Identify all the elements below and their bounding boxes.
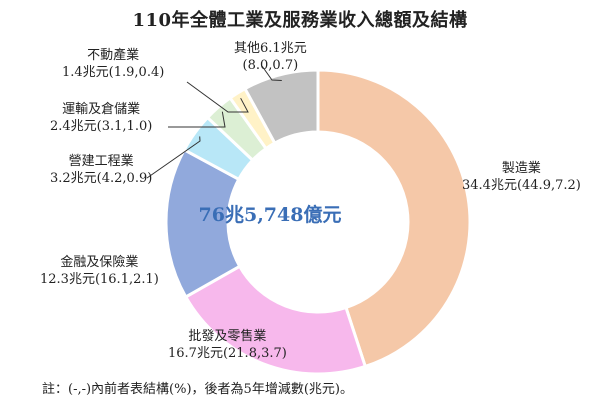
label-finance-value: 12.3兆元(16.1,2.1) (40, 272, 159, 287)
chart-title: 110年全體工業及服務業收入總額及結構 (132, 10, 468, 31)
label-construction-value: 3.2兆元(4.2,0.9) (50, 171, 153, 186)
label-real-estate-value: 1.4兆元(1.9,0.4) (62, 65, 165, 80)
label-wholesale-retail-name: 批發及零售業 (188, 329, 267, 344)
leader-other (261, 65, 282, 82)
label-other-value: 6.1兆元 (260, 41, 307, 56)
label-other: 其他6.1兆元 (8.0,0.7) (234, 40, 307, 74)
center-total: 76兆5,748億元 (198, 204, 342, 226)
label-real-estate: 不動產業 1.4兆元(1.9,0.4) (62, 47, 164, 81)
label-real-estate-name: 不動產業 (87, 48, 140, 63)
label-other-extra: (8.0,0.7) (242, 58, 299, 73)
leader-real-estate (186, 81, 249, 113)
label-wholesale-retail: 批發及零售業 16.7兆元(21.8,3.7) (168, 328, 287, 362)
label-manufacturing-value: 34.4兆元(44.9,7.2) (462, 178, 581, 193)
label-transport-value: 2.4兆元(3.1,1.0) (50, 119, 153, 134)
slice-manufacturing (316, 68, 472, 369)
label-other-category: 其他 (234, 41, 261, 56)
leader-construction (146, 136, 201, 179)
label-finance-name: 金融及保險業 (60, 255, 139, 270)
label-manufacturing: 製造業 34.4兆元(44.9,7.2) (462, 160, 581, 194)
label-construction-name: 營建工程業 (68, 154, 134, 169)
label-wholesale-retail-value: 16.7兆元(21.8,3.7) (168, 346, 287, 361)
leader-lines (146, 65, 282, 179)
label-transport: 運輸及倉儲業 2.4兆元(3.1,1.0) (50, 101, 152, 135)
slice-other (242, 68, 320, 146)
label-transport-name: 運輸及倉儲業 (62, 102, 141, 117)
label-other-name: 其他6.1兆元 (234, 40, 307, 57)
leader-transport (168, 111, 226, 128)
donut-slices (164, 68, 472, 376)
slice-wholesale-retail (183, 264, 368, 376)
label-construction: 營建工程業 3.2兆元(4.2,0.9) (50, 153, 152, 187)
label-finance: 金融及保險業 12.3兆元(16.1,2.1) (40, 254, 159, 288)
label-manufacturing-name: 製造業 (501, 161, 541, 176)
footnote: 註：(-,-)內前者表結構(%)，後者為5年增減數(兆元)。 (42, 382, 353, 397)
